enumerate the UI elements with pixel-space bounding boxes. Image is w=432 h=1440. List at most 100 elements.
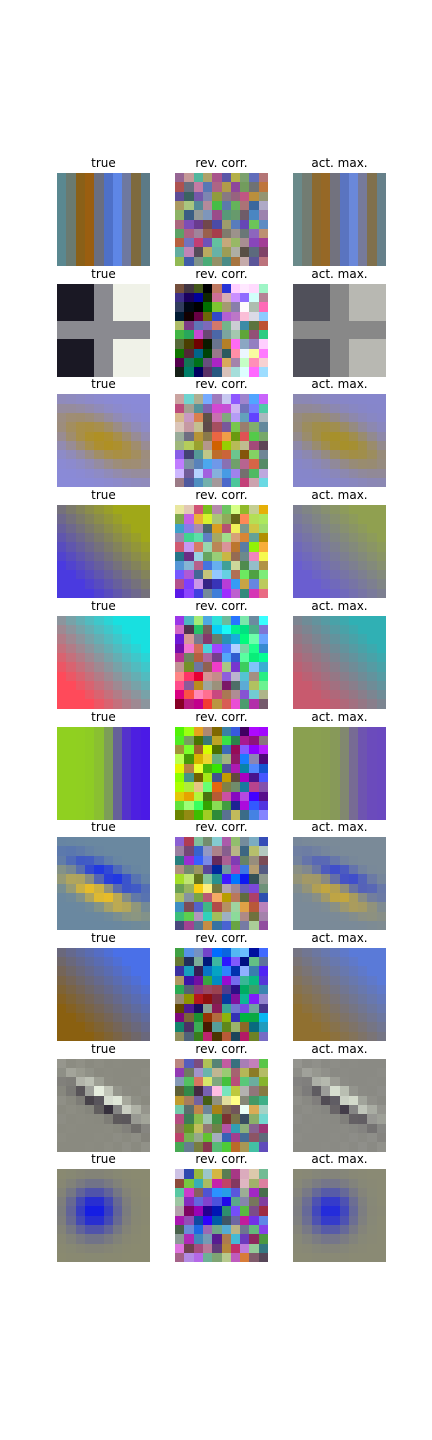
pixel — [302, 1252, 312, 1263]
pixel — [367, 680, 377, 691]
pixel — [140, 394, 150, 404]
pixel — [175, 505, 185, 515]
pixel — [230, 588, 241, 599]
pixel — [339, 468, 349, 479]
pixel — [140, 1012, 150, 1023]
pixel — [311, 1031, 321, 1041]
pixel — [330, 690, 340, 700]
pixel — [175, 570, 185, 580]
pixel — [103, 542, 113, 552]
pixel — [348, 671, 359, 681]
pixel — [367, 1031, 377, 1041]
pixel — [293, 173, 303, 183]
pixel — [258, 643, 268, 653]
pixel — [122, 865, 132, 875]
pixel — [221, 1022, 231, 1032]
pixel — [348, 763, 359, 773]
pixel — [57, 219, 67, 229]
pixel — [112, 1077, 123, 1087]
pixel — [193, 283, 203, 293]
pixel — [193, 680, 203, 691]
pixel — [57, 1243, 67, 1253]
pixel — [358, 570, 368, 580]
pixel — [302, 625, 312, 635]
pixel — [103, 690, 113, 700]
pixel — [175, 947, 185, 958]
pixel — [320, 219, 331, 229]
pixel — [358, 1187, 368, 1198]
pixel — [75, 735, 85, 746]
pixel — [112, 551, 123, 561]
pixel — [339, 228, 349, 239]
pixel — [376, 330, 386, 340]
filter-image-rev-corr — [175, 283, 268, 377]
pixel — [57, 1197, 67, 1207]
pixel — [230, 975, 241, 986]
pixel — [94, 348, 104, 359]
pixel — [240, 1095, 250, 1106]
pixel — [258, 634, 268, 644]
pixel — [131, 810, 141, 820]
pixel — [249, 292, 259, 303]
pixel — [293, 957, 303, 967]
pixel — [131, 957, 141, 967]
pixel — [212, 1095, 222, 1106]
pixel — [358, 1197, 368, 1207]
pixel — [249, 874, 259, 884]
pixel — [221, 975, 231, 986]
pixel — [348, 745, 359, 755]
pixel — [330, 773, 340, 783]
pixel — [112, 615, 123, 626]
pixel — [358, 985, 368, 995]
pixel — [94, 1142, 104, 1152]
pixel — [348, 735, 359, 746]
pixel — [230, 478, 241, 488]
pixel — [320, 800, 331, 811]
pixel — [221, 947, 231, 958]
pixel — [193, 1058, 203, 1068]
pixel — [249, 1187, 259, 1198]
pixel — [311, 1178, 321, 1188]
pixel — [94, 865, 104, 875]
pixel — [240, 191, 250, 201]
pixel — [202, 431, 213, 441]
pixel — [66, 219, 76, 229]
pixel — [293, 1123, 303, 1133]
pixel — [66, 883, 76, 893]
pixel — [358, 228, 368, 239]
pixel — [66, 505, 76, 515]
pixel — [249, 348, 259, 359]
pixel — [240, 791, 250, 801]
pixel — [293, 330, 303, 340]
pixel — [249, 1225, 259, 1235]
pixel — [193, 247, 203, 257]
pixel — [302, 588, 312, 599]
pixel — [376, 1067, 386, 1078]
pixel — [339, 523, 349, 533]
pixel — [348, 367, 359, 377]
pixel — [131, 330, 141, 340]
pixel — [212, 892, 222, 903]
pixel — [140, 773, 150, 783]
pixel — [57, 874, 67, 884]
pixel — [66, 855, 76, 866]
pixel — [330, 763, 340, 773]
pixel — [202, 320, 213, 331]
pixel — [240, 763, 250, 773]
pixel — [131, 1012, 141, 1023]
pixel — [103, 302, 113, 312]
pixel — [202, 680, 213, 691]
pixel — [230, 191, 241, 201]
pixel — [320, 782, 331, 792]
pixel — [302, 228, 312, 239]
pixel — [184, 478, 194, 488]
pixel — [339, 1206, 349, 1216]
pixel — [293, 422, 303, 432]
pixel — [66, 1114, 76, 1124]
pixel — [348, 754, 359, 764]
pixel — [57, 920, 67, 931]
pixel — [367, 902, 377, 912]
pixel — [230, 735, 241, 746]
pixel — [302, 975, 312, 986]
pixel — [175, 791, 185, 801]
